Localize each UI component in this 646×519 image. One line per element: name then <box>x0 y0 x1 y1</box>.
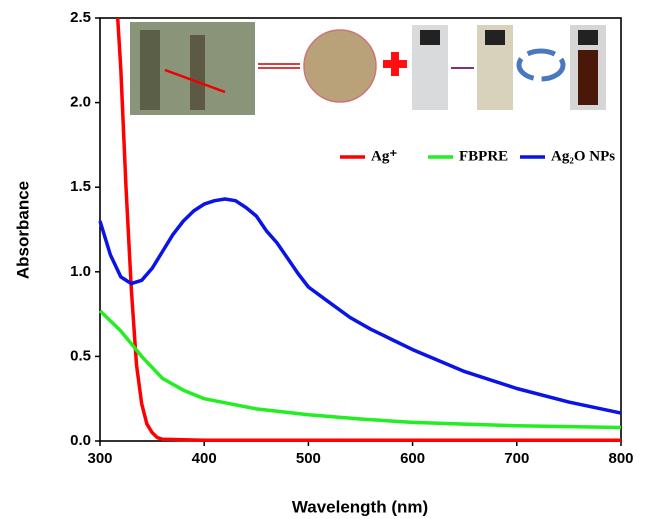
y-tick-label: 1.5 <box>70 178 91 195</box>
vial-cap <box>420 30 440 45</box>
x-tick-label: 800 <box>608 450 633 467</box>
y-tick-label: 2.5 <box>70 9 91 26</box>
data-line <box>100 311 621 428</box>
x-tick-label: 600 <box>400 450 425 467</box>
x-axis-label: Wavelength (nm) <box>292 497 428 516</box>
y-tick-label: 0.0 <box>70 432 91 449</box>
x-tick-label: 300 <box>87 450 112 467</box>
x-tick-label: 400 <box>192 450 217 467</box>
plus-sign <box>391 52 399 76</box>
vial-cap <box>578 30 598 45</box>
tree-trunk <box>140 30 160 110</box>
data-line <box>100 199 621 413</box>
tree-trunk <box>190 35 205 110</box>
y-tick-label: 0.5 <box>70 347 91 364</box>
y-tick-label: 1.0 <box>70 263 91 280</box>
x-tick-label: 500 <box>296 450 321 467</box>
legend-label: Ag₂O NPs <box>551 148 615 164</box>
vial-cap <box>485 30 505 45</box>
powder-photo <box>304 30 376 102</box>
vial-liquid <box>578 50 598 105</box>
legend-label: FBPRE <box>459 148 508 164</box>
chart: Wavelength (nm) Absorbance 300 400 500 600 7… <box>0 0 646 519</box>
inset-scheme <box>130 22 606 115</box>
cycle-icon <box>519 51 563 79</box>
y-tick-label: 2.0 <box>70 94 91 111</box>
x-tick-label: 700 <box>504 450 529 467</box>
legend-label: Ag⁺ <box>371 148 397 164</box>
y-axis-label: Absorbance <box>13 181 32 279</box>
